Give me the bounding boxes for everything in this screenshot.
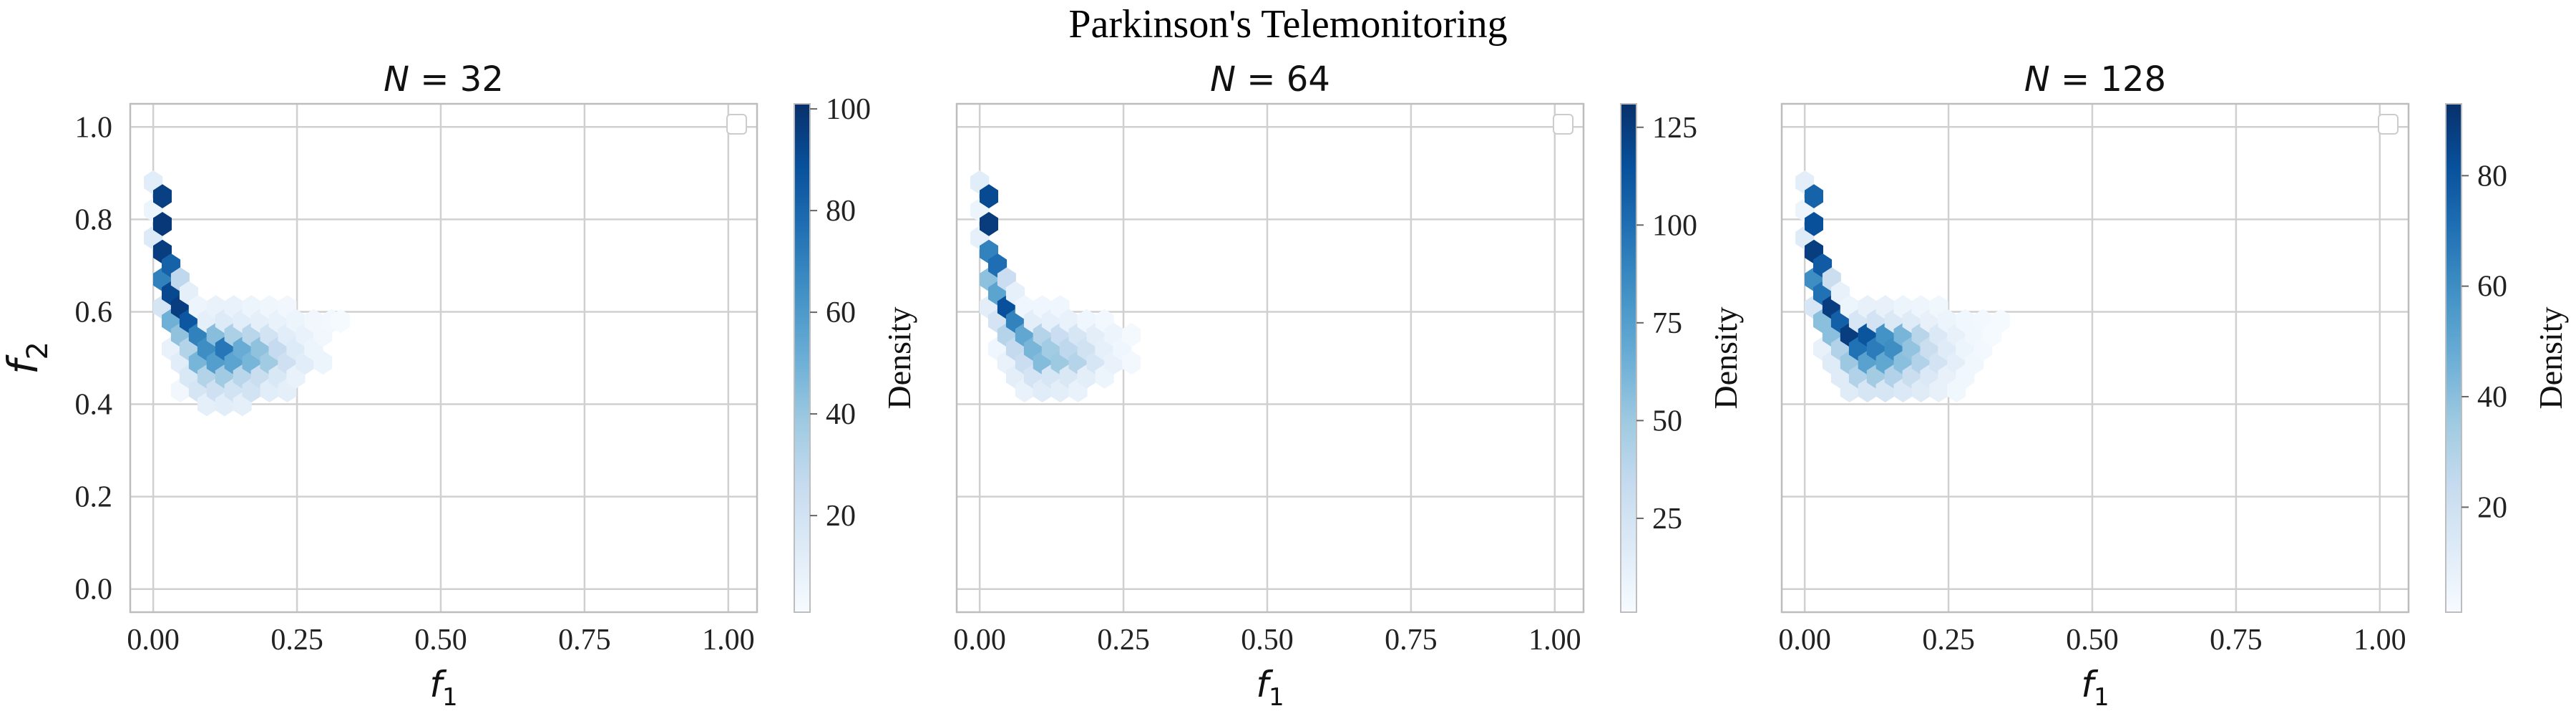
x-tick-label: 0.00 — [1778, 624, 1831, 657]
colorbar-tick-label: 50 — [1652, 405, 1682, 437]
x-tick-label: 0.50 — [414, 624, 467, 657]
y-tick-label: 0.4 — [75, 389, 113, 422]
subplot-title: N = 64 — [1210, 59, 1330, 100]
axes-frame — [1780, 102, 2410, 614]
hexbin-cell — [1805, 212, 1823, 236]
y-axis-label: f2 — [0, 342, 54, 374]
x-axis-label: f1 — [429, 664, 457, 712]
colorbar-gradient — [794, 103, 811, 613]
x-tick-label: 0.50 — [1241, 624, 1294, 657]
legend-box — [2378, 114, 2399, 135]
x-tick-label: 0.50 — [2066, 624, 2119, 657]
hexbin-cell — [980, 212, 998, 236]
x-axis-label: f1 — [1256, 664, 1284, 712]
x-tick-label: 1.00 — [1528, 624, 1581, 657]
hexbin-cell — [153, 212, 172, 236]
axes-frame — [129, 102, 758, 614]
hexbin-cell — [331, 309, 351, 334]
colorbar: 20 40 60 80 100 Density — [794, 93, 917, 613]
hexbin-cell — [153, 184, 172, 208]
x-tick-label: 0.00 — [127, 624, 180, 657]
colorbar-label: Density — [1707, 306, 1744, 409]
subplot-1: 0.00 0.25 0.50 0.75 1.00 0.0 0.2 0.4 0.6 0.8 1.0 f1… — [0, 59, 917, 712]
x-tick-label: 0.75 — [2210, 624, 2263, 657]
x-tick-label: 1.00 — [702, 624, 755, 657]
hexbin-layer — [1795, 170, 2011, 402]
subplot-title: N = 32 — [384, 59, 504, 100]
hexbin-cell — [1991, 309, 2011, 334]
x-tick-label: 0.25 — [1097, 624, 1150, 657]
x-tick-label: 0.25 — [270, 624, 323, 657]
x-tick-label: 1.00 — [2353, 624, 2406, 657]
x-tick-label: 0.25 — [1922, 624, 1975, 657]
colorbar-label: Density — [881, 306, 917, 409]
y-tick-label: 0.2 — [75, 481, 113, 514]
colorbar-tick-label: 80 — [826, 195, 856, 228]
colorbar-tick-label: 125 — [1652, 112, 1697, 145]
legend-box — [726, 114, 747, 135]
colorbar-tick-label: 20 — [2477, 491, 2507, 524]
colorbar-tick-label: 60 — [826, 296, 856, 329]
figure-suptitle: Parkinson's Telemonitoring — [1068, 2, 1507, 47]
x-tick-label: 0.00 — [953, 624, 1006, 657]
colorbar: 20 40 60 80 Density — [2445, 103, 2569, 613]
subplot-title: N = 128 — [2024, 59, 2166, 100]
hexbin-cell — [313, 350, 333, 375]
colorbar-tick-label: 60 — [2477, 271, 2507, 304]
colorbar-tick-label: 75 — [1652, 307, 1682, 340]
colorbar-tick-label: 80 — [2477, 160, 2507, 193]
y-tick-label: 0.6 — [75, 296, 113, 329]
colorbar-tick-label: 100 — [826, 93, 871, 126]
colorbar: 25 50 75 100 125 Density — [1620, 103, 1744, 613]
colorbar-gradient — [2445, 103, 2462, 613]
colorbar-tick-label: 25 — [1652, 503, 1682, 536]
colorbar-label: Density — [2532, 306, 2569, 409]
colorbar-gradient — [1620, 103, 1637, 613]
hexbin-cell — [1122, 322, 1141, 347]
y-tick-label: 0.8 — [75, 203, 113, 236]
hexbin-layer — [970, 170, 1141, 402]
x-tick-label: 0.75 — [1385, 624, 1438, 657]
legend-box — [1553, 114, 1574, 135]
axes-frame — [955, 102, 1585, 614]
subplot-panels: 0.00 0.25 0.50 0.75 1.00 0.0 0.2 0.4 0.6 0.8 1.0 f1… — [0, 59, 2569, 712]
colorbar-tick-label: 100 — [1652, 209, 1697, 242]
x-tick-label: 0.75 — [558, 624, 611, 657]
colorbar-tick-label: 40 — [2477, 381, 2507, 414]
hexbin-cell — [1122, 350, 1141, 375]
hexbin-layer — [144, 170, 351, 417]
subplot-2: 0.00 0.25 0.50 0.75 1.00 f1 N = 64 25 50 75 100 125… — [953, 59, 1744, 712]
subplot-3: 0.00 0.25 0.50 0.75 1.00 f1 N = 128 20 40 60 80 Den… — [1778, 59, 2569, 712]
hexbin-cell — [980, 184, 998, 208]
colorbar-tick-label: 40 — [826, 398, 856, 431]
hexbin-cell — [1805, 184, 1823, 208]
y-tick-label: 1.0 — [75, 111, 113, 144]
y-tick-label: 0.0 — [75, 574, 113, 606]
x-axis-label: f1 — [2081, 664, 2109, 712]
colorbar-tick-label: 20 — [826, 500, 856, 533]
